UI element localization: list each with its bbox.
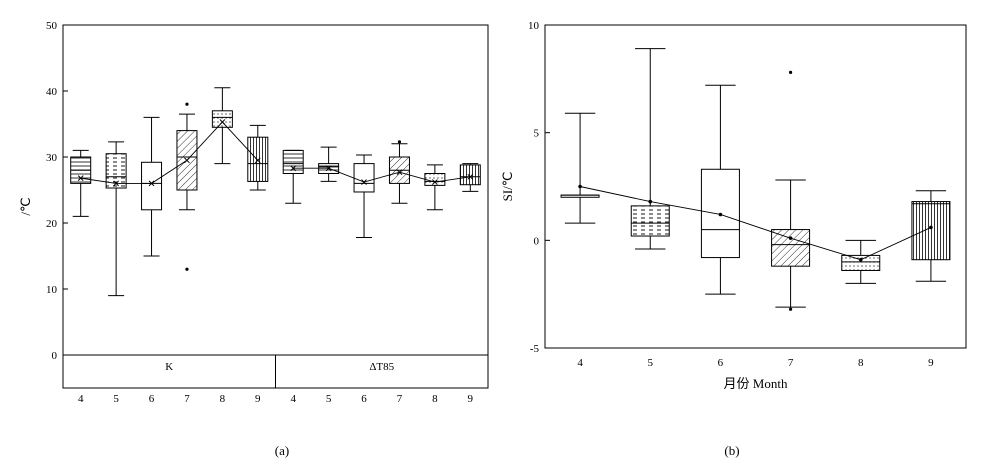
mean-marker	[361, 179, 367, 185]
mean-marker	[578, 184, 582, 189]
x-tick-label: 4	[577, 357, 583, 369]
box-3	[771, 70, 811, 311]
outlier-point	[788, 70, 793, 74]
x-tick-label: 4	[290, 393, 296, 405]
x-tick-label: 7	[184, 393, 190, 405]
box-5	[911, 190, 951, 282]
box-body	[911, 201, 951, 261]
caption-b: (b)	[724, 443, 739, 458]
mean-marker	[432, 179, 438, 185]
box-body	[459, 164, 481, 186]
mean-marker	[648, 199, 653, 204]
box-body	[630, 205, 670, 237]
box-2	[700, 84, 740, 295]
x-tick-label: 5	[113, 393, 119, 405]
box-1	[630, 48, 670, 250]
x-tick-label: 5	[648, 357, 654, 369]
mean-marker	[254, 157, 261, 164]
box-10	[424, 164, 446, 211]
panel-a: 0 10 20 30 40 50 /℃ K ΔT85 4 5 6 7 8 9 4 5 6 7 8 9 (a)	[18, 20, 489, 458]
y-tick-label: 0	[534, 235, 540, 247]
mean-line	[80, 121, 259, 184]
y-tick-label: 5	[534, 128, 540, 140]
box-0	[70, 149, 92, 217]
group-label: ΔT85	[369, 361, 394, 373]
box-body	[771, 229, 811, 267]
outlier-point	[185, 102, 189, 106]
y-tick-label: 0	[52, 350, 58, 362]
mean-marker	[219, 119, 226, 125]
plot-frame	[544, 24, 967, 349]
x-tick-label: 7	[788, 357, 794, 369]
box-3	[176, 102, 198, 271]
x-tick-label: 8	[220, 393, 226, 405]
box-body	[353, 163, 375, 193]
x-tick-label: 4	[78, 393, 84, 405]
x-tick-label: 9	[255, 393, 261, 405]
mean-marker	[113, 180, 119, 187]
y-tick-label: -5	[530, 343, 540, 355]
box-8	[353, 154, 375, 239]
mean-marker	[184, 157, 190, 164]
box-body	[211, 110, 233, 128]
y-tick-label: 50	[46, 20, 58, 32]
x-tick-label: 6	[149, 393, 155, 405]
box-9	[388, 140, 410, 204]
mean-line	[293, 167, 471, 183]
y-tick-label: 30	[46, 152, 58, 164]
mean-marker	[325, 165, 332, 172]
x-tick-label: 9	[928, 357, 934, 369]
outlier-point	[185, 267, 189, 271]
y-tick-label: 10	[46, 284, 58, 296]
box-0	[560, 112, 600, 224]
x-tick-label: 9	[468, 393, 474, 405]
caption-a: (a)	[275, 443, 289, 458]
box-2	[141, 116, 163, 257]
y-tick-label: 40	[46, 86, 58, 98]
x-tick-label: 6	[718, 357, 724, 369]
mean-marker	[718, 212, 723, 217]
panel-b: -5 0 5 10 SI/℃ 4 5 6 7 8 9 月份 Month (b)	[500, 20, 967, 458]
outlier-point	[788, 307, 793, 311]
box-body	[141, 161, 163, 211]
box-5	[247, 124, 269, 191]
box-body	[247, 136, 269, 182]
box-6	[282, 149, 304, 204]
box-1	[105, 141, 127, 297]
mean-marker	[290, 165, 297, 172]
x-tick-label: 6	[361, 393, 367, 405]
mean-marker	[788, 236, 793, 240]
x-tick-label: 8	[858, 357, 864, 369]
mean-marker	[148, 180, 155, 187]
mean-marker	[929, 225, 933, 230]
x-tick-label: 8	[432, 393, 438, 405]
y-axis-label: /℃	[18, 197, 33, 215]
box-body	[841, 254, 881, 271]
box-4	[211, 87, 233, 165]
x-tick-label: 7	[397, 393, 403, 405]
x-tick-label: 5	[326, 393, 332, 405]
box-7	[318, 146, 340, 182]
mean-line	[579, 186, 932, 261]
outlier-point	[397, 140, 402, 144]
mean-marker	[77, 175, 84, 181]
y-tick-label: 20	[46, 218, 58, 230]
y-axis-label: SI/℃	[500, 172, 515, 202]
mean-marker	[467, 173, 474, 180]
plot-frame	[62, 24, 489, 389]
box-4	[841, 239, 881, 284]
mean-marker	[858, 257, 863, 262]
box-body	[424, 173, 446, 186]
box-body	[105, 153, 127, 189]
x-axis-label: 月份 Month	[724, 376, 788, 391]
y-tick-label: 10	[528, 20, 540, 32]
box-body	[282, 149, 304, 174]
mean-marker	[396, 169, 403, 176]
group-label: K	[165, 361, 173, 373]
box-11	[459, 163, 481, 192]
